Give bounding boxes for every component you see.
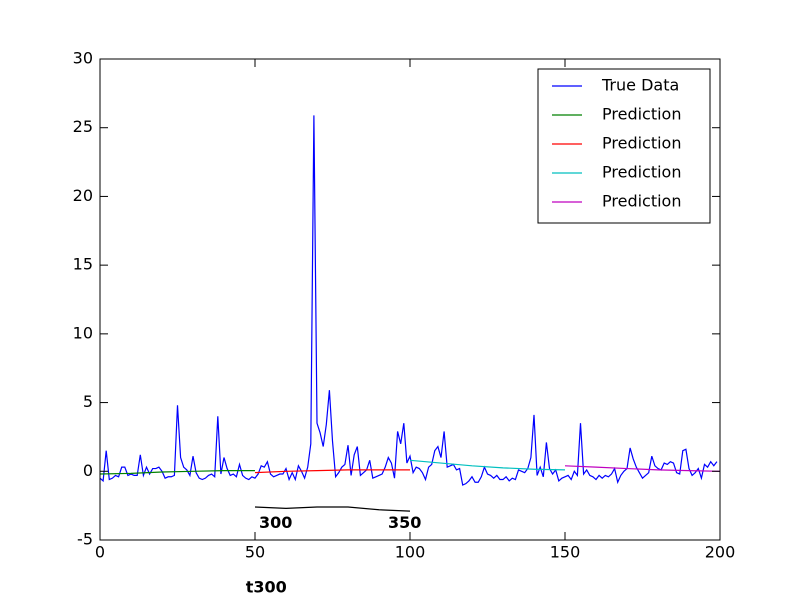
annotation: 300 (259, 513, 292, 532)
data-line (254, 469, 410, 474)
extra-line (254, 506, 411, 512)
annotation: t300 (246, 578, 287, 597)
y-tick-label: 0 (83, 461, 93, 480)
x-tick-label: 50 (245, 543, 265, 562)
y-tick-label: 10 (73, 323, 93, 342)
annotation: 350 (388, 513, 421, 532)
y-tick-label: 15 (73, 255, 93, 274)
x-tick-label: 150 (550, 543, 581, 562)
y-tick-label: 5 (83, 392, 93, 411)
x-tick-label: 0 (95, 543, 105, 562)
x-tick-label: 100 (395, 543, 426, 562)
y-tick-label: 20 (73, 186, 93, 205)
legend-label: Prediction (602, 192, 681, 211)
data-line (409, 459, 566, 471)
y-tick-label: -5 (77, 530, 93, 549)
data-line (564, 465, 721, 472)
legend-label: Prediction (602, 134, 681, 153)
data-line (99, 115, 718, 486)
y-tick-label: 25 (73, 117, 93, 136)
legend-box (537, 68, 711, 224)
legend-label: True Data (601, 76, 679, 95)
data-line (99, 470, 255, 475)
legend-label: Prediction (602, 163, 681, 182)
x-tick-label: 200 (705, 543, 736, 562)
y-tick-label: 30 (73, 49, 93, 68)
legend-label: Prediction (602, 105, 681, 124)
